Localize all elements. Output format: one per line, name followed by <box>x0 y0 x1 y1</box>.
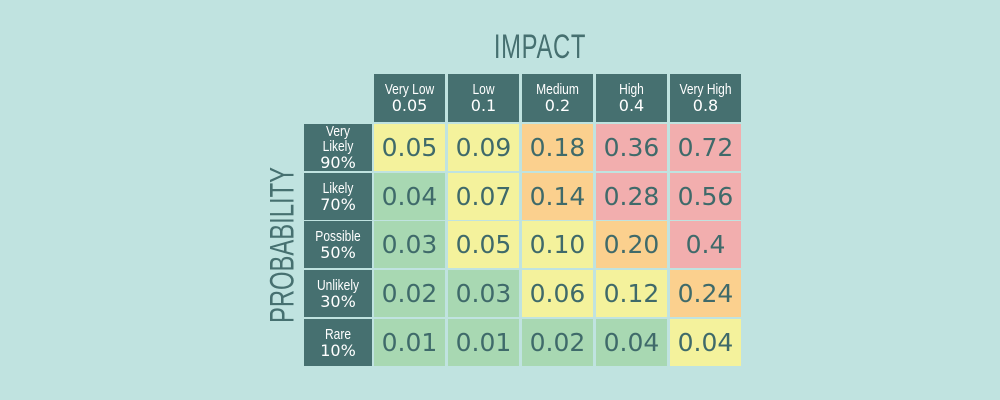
risk-cell: 0.05 <box>448 221 519 268</box>
risk-cell: 0.04 <box>374 173 445 220</box>
risk-cell: 0.01 <box>374 319 445 366</box>
risk-cell: 0.02 <box>374 270 445 317</box>
column-value: 0.8 <box>692 96 719 115</box>
risk-cell: 0.72 <box>670 124 741 171</box>
column-value: 0.2 <box>544 96 571 115</box>
risk-cell: 0.03 <box>374 221 445 268</box>
risk-cell: 0.10 <box>522 221 593 268</box>
column-label: Very Low <box>384 81 435 98</box>
column-label: Low <box>472 81 495 98</box>
impact-axis-title: IMPACT <box>493 28 587 66</box>
row-label: Very Likely <box>322 123 354 155</box>
row-value: 50% <box>320 242 356 262</box>
risk-cell: 0.04 <box>670 319 741 366</box>
risk-cell: 0.07 <box>448 173 519 220</box>
risk-cell: 0.06 <box>522 270 593 317</box>
risk-cell: 0.03 <box>448 270 519 317</box>
risk-cell: 0.4 <box>670 221 741 268</box>
row-value: 70% <box>320 194 356 214</box>
row-value: 10% <box>320 340 356 360</box>
probability-axis-title: PROBABILITY <box>263 166 302 324</box>
risk-cell: 0.36 <box>596 124 667 171</box>
risk-cell: 0.01 <box>448 319 519 366</box>
row-label: Possible <box>315 227 361 245</box>
risk-cell: 0.02 <box>522 319 593 366</box>
column-header: Medium 0.2 <box>522 74 593 122</box>
row-value: 30% <box>320 291 356 311</box>
risk-cell: 0.05 <box>374 124 445 171</box>
row-header: Unlikely 30% <box>304 270 372 317</box>
risk-cell: 0.24 <box>670 270 741 317</box>
risk-cell: 0.12 <box>596 270 667 317</box>
row-value: 90% <box>320 153 356 172</box>
risk-cell: 0.09 <box>448 124 519 171</box>
risk-cell: 0.04 <box>596 319 667 366</box>
risk-cell: 0.14 <box>522 173 593 220</box>
column-label: High <box>619 81 644 98</box>
risk-cell: 0.56 <box>670 173 741 220</box>
row-label: Unlikely <box>316 276 359 294</box>
risk-cell: 0.28 <box>596 173 667 220</box>
column-value: 0.4 <box>618 96 645 115</box>
column-header: Very High 0.8 <box>670 74 741 122</box>
column-value: 0.1 <box>470 96 497 115</box>
row-header: Likely 70% <box>304 173 372 220</box>
row-header: Very Likely 90% <box>304 124 372 171</box>
column-value: 0.05 <box>391 96 428 115</box>
column-header: Very Low 0.05 <box>374 74 445 122</box>
column-label: Medium <box>536 81 579 98</box>
column-header: High 0.4 <box>596 74 667 122</box>
row-header: Rare 10% <box>304 319 372 366</box>
column-label: Very High <box>679 81 732 98</box>
risk-cell: 0.20 <box>596 221 667 268</box>
row-header: Possible 50% <box>304 221 372 268</box>
column-header: Low 0.1 <box>448 74 519 122</box>
row-label: Likely <box>322 179 354 197</box>
risk-cell: 0.18 <box>522 124 593 171</box>
row-label: Rare <box>324 325 351 343</box>
